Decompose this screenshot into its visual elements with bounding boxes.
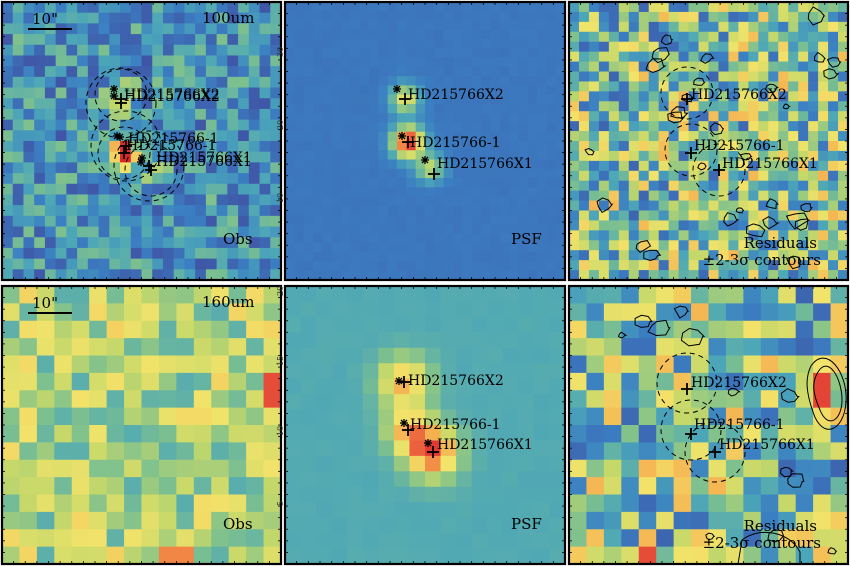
psf-map-160um xyxy=(285,286,566,565)
axis-tick-label: 10 xyxy=(276,193,285,203)
source-label-HD215766X2: HD215766X2 xyxy=(408,373,504,389)
source-label-HD215766X2: HD215766X2 xyxy=(691,375,787,391)
source-position-marker xyxy=(713,164,725,176)
source-star-marker xyxy=(110,85,118,93)
residual-label: Residuals xyxy=(744,234,817,252)
residual-contours xyxy=(617,305,847,565)
source-aperture xyxy=(684,421,746,483)
source-aperture xyxy=(94,68,148,122)
source-aperture xyxy=(124,143,178,197)
axis-tick-label: 20 xyxy=(276,286,285,296)
obs-panel-frame-100um-ticks xyxy=(1,1,282,281)
source-position-marker xyxy=(709,446,721,458)
contour-level-label: ±2-3σ contours xyxy=(703,534,821,552)
source-label-HD215766X1: HD215766X1 xyxy=(722,156,818,172)
source-position-marker xyxy=(118,147,130,159)
obs-label: Obs xyxy=(223,515,253,533)
source-position-marker xyxy=(427,446,439,458)
band-label: 100um xyxy=(202,9,255,27)
source-star-marker xyxy=(138,154,146,162)
source-position-marker xyxy=(120,140,132,152)
source-aperture xyxy=(97,126,151,180)
source-aperture xyxy=(664,123,718,177)
axis-tick-label: 5 xyxy=(276,501,285,506)
source-position-marker xyxy=(402,136,414,148)
source-position-marker xyxy=(681,383,693,395)
obs-map-160um xyxy=(2,286,282,565)
source-star-marker xyxy=(110,92,118,100)
scalebar-label: 10" xyxy=(32,10,58,28)
axis-tick-label: 15 xyxy=(276,356,285,366)
residual-panel-frame-160um-ticks xyxy=(568,285,849,565)
source-aperture xyxy=(656,352,718,414)
source-label-HD215766X2: HD215766X2 xyxy=(124,89,220,105)
source-label-HD215766-1: HD215766-1 xyxy=(128,131,219,147)
source-star-marker xyxy=(424,439,432,447)
axis-tick-label: 30 xyxy=(276,47,285,57)
residual-contours xyxy=(584,6,842,270)
residual-map-100um xyxy=(569,2,849,281)
source-star-marker xyxy=(421,156,429,164)
contour-level-label: ±2-3σ contours xyxy=(703,251,821,269)
obs-panel-frame-160um-ticks xyxy=(1,285,282,565)
source-position-marker xyxy=(402,424,414,436)
source-label-HD215766X1: HD215766X1 xyxy=(156,154,252,170)
source-label-HD215766X1: HD215766X1 xyxy=(156,150,252,166)
source-aperture xyxy=(113,130,185,202)
source-label-HD215766X1: HD215766X1 xyxy=(437,156,533,172)
band-label: 160um xyxy=(202,293,255,311)
source-position-marker xyxy=(399,93,411,105)
psf-label: PSF xyxy=(511,515,542,533)
source-aperture xyxy=(660,66,714,120)
source-star-marker xyxy=(398,132,406,140)
source-label-HD215766-1: HD215766-1 xyxy=(694,138,785,154)
source-label-HD215766-1: HD215766-1 xyxy=(410,135,501,151)
source-label-HD215766X1: HD215766X1 xyxy=(437,437,533,453)
psf-panel-frame-100um-ticks xyxy=(284,1,566,281)
axis-tick-label: 10 xyxy=(276,426,285,436)
source-label-HD215766X2: HD215766X2 xyxy=(408,87,504,103)
obs-label: Obs xyxy=(223,230,253,248)
source-position-marker xyxy=(681,93,693,105)
residual-label: Residuals xyxy=(744,517,817,535)
source-star-marker xyxy=(393,85,401,93)
source-position-marker xyxy=(398,376,410,388)
source-label-HD215766X2: HD215766X2 xyxy=(124,87,220,103)
source-label-HD215766-1: HD215766-1 xyxy=(694,417,785,433)
psf-panel-frame-160um-ticks xyxy=(284,285,566,565)
source-star-marker xyxy=(395,377,403,385)
source-aperture xyxy=(660,399,722,461)
psf-map-100um xyxy=(285,2,566,281)
residual-panel-frame-100um-ticks xyxy=(568,1,849,281)
source-position-marker xyxy=(685,147,697,159)
source-label-HD215766X2: HD215766X2 xyxy=(691,87,787,103)
source-aperture xyxy=(90,110,162,182)
scalebar-label: 10" xyxy=(32,294,58,312)
source-star-marker xyxy=(400,419,408,427)
source-position-marker xyxy=(685,428,697,440)
obs-map-100um xyxy=(2,2,282,281)
source-position-marker xyxy=(143,160,155,172)
psf-label: PSF xyxy=(511,230,542,248)
source-label-HD215766-1: HD215766-1 xyxy=(126,138,217,154)
source-label-HD215766-1: HD215766-1 xyxy=(410,417,501,433)
source-label-HD215766X1: HD215766X1 xyxy=(719,437,815,453)
source-position-marker xyxy=(115,97,127,109)
source-position-marker xyxy=(428,168,440,180)
source-aperture xyxy=(692,143,746,197)
axis-tick-label: 20 xyxy=(276,120,285,130)
source-star-marker xyxy=(116,133,124,141)
